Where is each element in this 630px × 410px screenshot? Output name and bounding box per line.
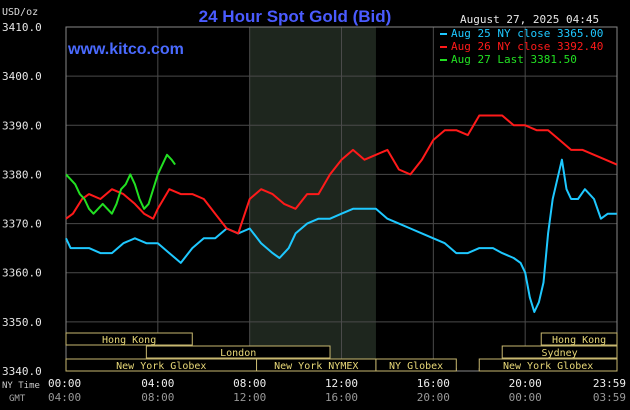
x-tick-label-gmt: 04:00 [48, 391, 81, 404]
session-label: New York NYMEX [274, 361, 358, 372]
y-tick-label: 3390.0 [2, 119, 42, 132]
session-bar [478, 358, 618, 372]
chart-title: 24 Hour Spot Gold (Bid) [199, 7, 392, 26]
y-tick-label: 3340.0 [2, 365, 42, 378]
series-layer [65, 114, 618, 313]
session-label: Sydney [542, 348, 578, 359]
x-tick-label-gmt: 03:59 [593, 391, 626, 404]
y-axis-unit-label: USD/oz [2, 7, 38, 18]
session-label: Hong Kong [552, 335, 606, 346]
y-tick-label: 3400.0 [2, 70, 42, 83]
y-tick-label: 3350.0 [2, 316, 42, 329]
x-tick-label-gmt: 16:00 [325, 391, 358, 404]
gmt-label: GMT [9, 394, 26, 404]
nymex-session-shading [249, 27, 376, 371]
session-bar [501, 345, 618, 359]
y-tick-label: 3410.0 [2, 21, 42, 34]
series-line-2 [65, 114, 618, 235]
x-tick-label-gmt: 20:00 [417, 391, 450, 404]
session-label: Hong Kong [102, 335, 156, 346]
session-label: New York Globex [116, 361, 206, 372]
chart-date: August 27, 2025 04:45 [460, 13, 599, 26]
y-tick-label: 3370.0 [2, 218, 42, 231]
session-label: New York Globex [503, 361, 593, 372]
session-bar [65, 332, 193, 346]
x-tick-label-ny: 20:00 [509, 377, 542, 390]
x-tick-label-ny: 00:00 [48, 377, 81, 390]
legend-entry: Aug 25 NY close 3365.00 [451, 27, 603, 40]
session-bar [375, 358, 457, 372]
legend-entry: Aug 26 NY close 3392.40 [451, 40, 603, 53]
x-tick-label-ny: 16:00 [417, 377, 450, 390]
session-bar [145, 345, 331, 359]
x-tick-label-ny: 08:00 [233, 377, 266, 390]
x-tick-labels: 00:0004:0004:0008:0008:0012:0012:0016:00… [48, 377, 626, 404]
sessions-layer: Hong Kong London New York Globex New York N… [65, 332, 618, 372]
x-tick-label-gmt: 12:00 [233, 391, 266, 404]
x-tick-label-ny: 04:00 [141, 377, 174, 390]
series-line-1 [65, 158, 617, 313]
chart-subtitle-url: www.kitco.com [67, 41, 184, 58]
x-tick-label-ny: 12:00 [325, 377, 358, 390]
x-tick-label-gmt: 08:00 [141, 391, 174, 404]
x-tick-label-ny: 23:59 [593, 377, 626, 390]
y-tick-label: 3380.0 [2, 168, 42, 181]
y-tick-label: 3360.0 [2, 267, 42, 280]
session-bar [540, 332, 618, 346]
session-label: London [220, 348, 256, 359]
series-line-3 [65, 153, 176, 215]
x-tick-label-gmt: 00:00 [509, 391, 542, 404]
legend-entry: Aug 27 Last 3381.50 [451, 53, 577, 66]
ny-time-label: NY Time [2, 381, 40, 391]
y-tick-labels: 3410.0 3400.0 3390.0 3380.0 3370.0 3360.0 3350… [2, 21, 42, 378]
session-label: NY Globex [389, 361, 443, 372]
